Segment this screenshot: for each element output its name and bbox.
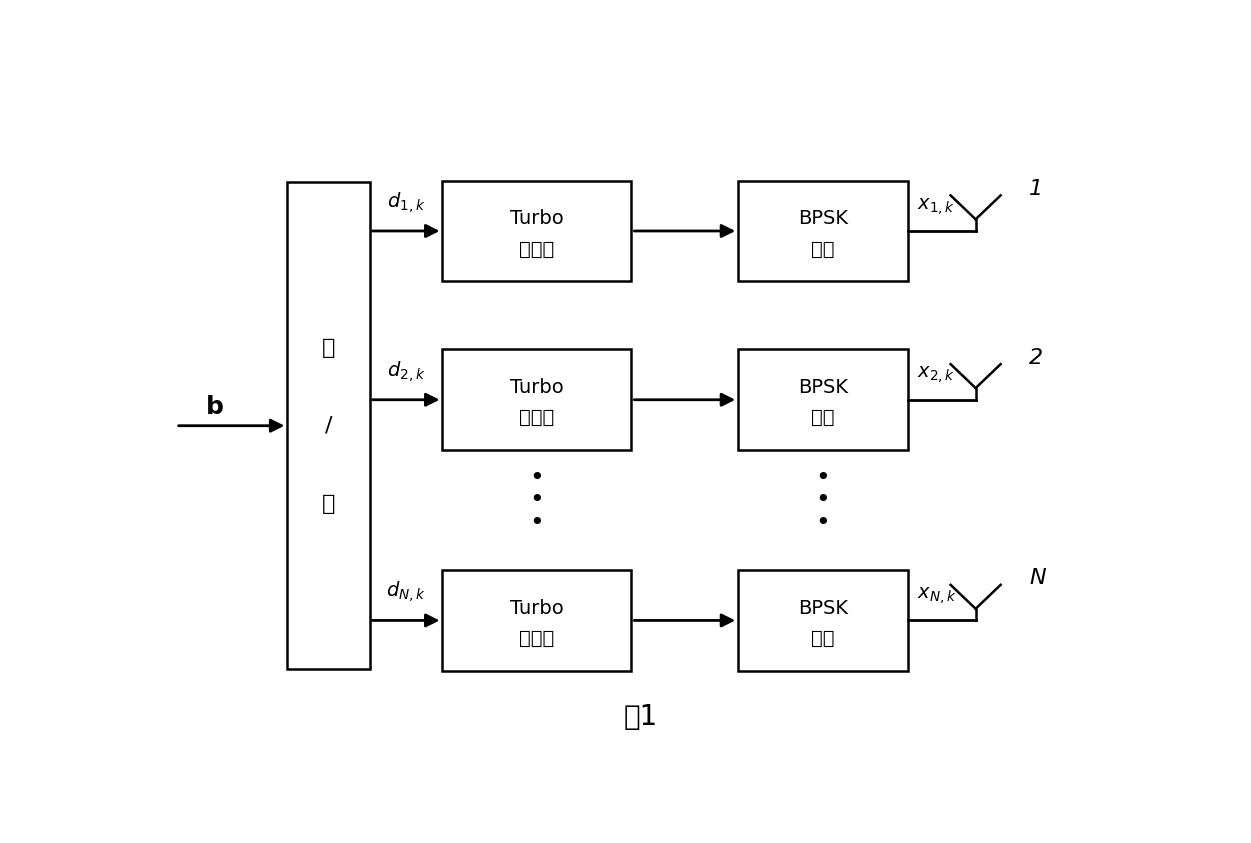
Text: 串: 串 (322, 338, 335, 357)
Text: $\mathbf{b}$: $\mathbf{b}$ (205, 395, 224, 419)
Bar (288, 182, 370, 669)
Text: 编码器: 编码器 (519, 239, 554, 259)
Text: $d_{2,k}$: $d_{2,k}$ (387, 358, 425, 384)
Text: $d_{1,k}$: $d_{1,k}$ (387, 190, 425, 215)
Text: •: • (529, 511, 544, 535)
Bar (443, 570, 632, 671)
Text: 编码器: 编码器 (519, 629, 554, 648)
Text: $x_{N,k}$: $x_{N,k}$ (917, 585, 957, 606)
Bar (443, 180, 632, 282)
Text: 编码器: 编码器 (519, 408, 554, 427)
Bar (738, 180, 908, 282)
Text: Turbo: Turbo (510, 599, 564, 618)
Text: BPSK: BPSK (798, 379, 848, 397)
Text: BPSK: BPSK (798, 209, 848, 228)
Text: 2: 2 (1030, 347, 1043, 368)
Bar (443, 350, 632, 450)
Text: 图1: 图1 (624, 703, 658, 731)
Text: N: N (1030, 568, 1046, 588)
Text: •: • (529, 488, 544, 513)
Text: 调制: 调制 (811, 629, 834, 648)
Text: •: • (816, 488, 829, 513)
Text: 1: 1 (1030, 179, 1043, 199)
Text: $x_{1,k}$: $x_{1,k}$ (917, 196, 956, 217)
Text: •: • (816, 511, 829, 535)
Text: Turbo: Turbo (510, 209, 564, 228)
Bar (738, 350, 908, 450)
Text: BPSK: BPSK (798, 599, 848, 618)
Text: •: • (529, 465, 544, 490)
Text: /: / (325, 416, 333, 436)
Text: 调制: 调制 (811, 239, 834, 259)
Text: 调制: 调制 (811, 408, 834, 427)
Text: •: • (816, 465, 829, 490)
Text: 并: 并 (322, 494, 335, 513)
Text: $x_{2,k}$: $x_{2,k}$ (917, 364, 956, 385)
Text: $d_{N,k}$: $d_{N,k}$ (387, 579, 427, 604)
Bar (738, 570, 908, 671)
Text: Turbo: Turbo (510, 379, 564, 397)
